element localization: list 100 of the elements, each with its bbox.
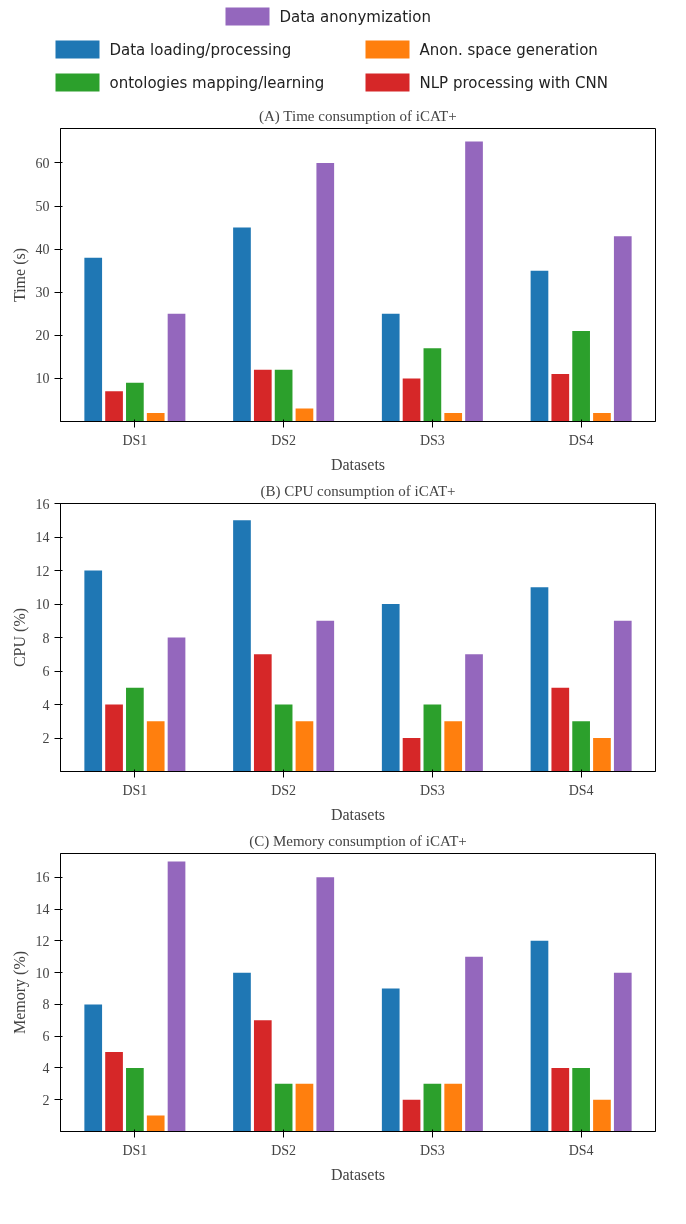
bar bbox=[465, 654, 483, 772]
bar bbox=[316, 162, 335, 422]
x-axis-title: Datasets bbox=[330, 455, 386, 473]
y-tick-label: 40 bbox=[35, 242, 50, 258]
bar bbox=[530, 587, 549, 772]
bar bbox=[402, 1099, 421, 1132]
bar bbox=[381, 313, 400, 422]
bar bbox=[253, 654, 272, 772]
x-tick-label: DS4 bbox=[568, 1142, 594, 1158]
y-tick-label: 4 bbox=[42, 697, 50, 713]
bar bbox=[167, 313, 186, 422]
bar bbox=[316, 877, 335, 1132]
x-tick-label: DS4 bbox=[568, 782, 594, 798]
bar bbox=[253, 1020, 272, 1132]
bar bbox=[233, 972, 251, 1132]
bar bbox=[84, 257, 103, 422]
x-axis-title: Datasets bbox=[330, 805, 386, 823]
legend-label: Data anonymization bbox=[279, 7, 431, 26]
bar bbox=[593, 412, 611, 422]
bar bbox=[423, 1083, 442, 1132]
x-tick-label: DS2 bbox=[271, 432, 297, 448]
x-tick-label: DS1 bbox=[122, 782, 148, 798]
bar bbox=[146, 1115, 165, 1132]
bar bbox=[84, 1004, 103, 1132]
x-tick-label: DS3 bbox=[419, 432, 445, 448]
y-tick-label: 2 bbox=[42, 1092, 50, 1108]
bar bbox=[381, 988, 400, 1132]
y-tick-label: 30 bbox=[35, 285, 50, 301]
bar bbox=[274, 1083, 293, 1132]
y-tick-label: 12 bbox=[35, 563, 50, 579]
legend-label: ontologies mapping/learning bbox=[109, 73, 325, 92]
bar bbox=[126, 687, 144, 772]
bar bbox=[295, 721, 314, 772]
bar bbox=[465, 141, 483, 422]
bar bbox=[274, 369, 293, 422]
bar bbox=[105, 1052, 123, 1132]
bar bbox=[444, 412, 463, 422]
bar bbox=[572, 331, 590, 422]
y-tick-label: 8 bbox=[42, 997, 50, 1013]
bar bbox=[423, 704, 442, 772]
y-tick-label: 16 bbox=[35, 870, 50, 886]
legend-label: Data loading/processing bbox=[109, 40, 292, 59]
bar bbox=[444, 1083, 463, 1132]
y-tick-label: 12 bbox=[35, 933, 50, 949]
bar bbox=[613, 236, 632, 422]
bar bbox=[146, 412, 165, 422]
bar bbox=[84, 570, 103, 772]
bar bbox=[146, 721, 165, 772]
y-tick-label: 6 bbox=[42, 1029, 50, 1045]
bar bbox=[465, 956, 483, 1132]
y-tick-label: 6 bbox=[42, 664, 50, 679]
chart-title: (B) CPU consumption of iCAT+ bbox=[260, 482, 456, 500]
bar bbox=[593, 1099, 611, 1132]
x-tick-label: DS1 bbox=[122, 432, 148, 448]
bar bbox=[274, 704, 293, 772]
y-tick-label: 10 bbox=[35, 371, 50, 387]
y-axis-title: Time (s) bbox=[10, 247, 29, 303]
bar bbox=[105, 391, 123, 422]
bar bbox=[444, 721, 463, 772]
bar bbox=[233, 227, 251, 422]
x-tick-label: DS3 bbox=[419, 1142, 445, 1158]
bar bbox=[105, 704, 123, 772]
y-tick-label: 2 bbox=[42, 731, 50, 746]
bar bbox=[126, 1067, 144, 1132]
y-tick-label: 10 bbox=[35, 597, 50, 612]
bar bbox=[613, 620, 632, 772]
bar bbox=[423, 348, 442, 422]
y-tick-label: 16 bbox=[35, 496, 50, 512]
x-tick-label: DS1 bbox=[122, 1142, 148, 1158]
bar bbox=[551, 1067, 570, 1132]
bar bbox=[233, 520, 251, 772]
y-tick-label: 20 bbox=[35, 328, 50, 344]
y-axis-title: Memory (%) bbox=[10, 950, 29, 1035]
bar bbox=[167, 637, 186, 772]
y-tick-label: 60 bbox=[35, 155, 50, 171]
y-tick-label: 14 bbox=[35, 902, 50, 918]
bar bbox=[126, 382, 144, 422]
bar bbox=[593, 738, 611, 772]
x-tick-label: DS4 bbox=[568, 432, 594, 448]
y-tick-label: 10 bbox=[35, 965, 50, 981]
bar bbox=[572, 1067, 590, 1132]
bar bbox=[572, 721, 590, 772]
y-tick-label: 4 bbox=[42, 1060, 50, 1076]
bar bbox=[613, 972, 632, 1132]
bar bbox=[551, 687, 570, 772]
x-tick-label: DS2 bbox=[271, 1142, 297, 1158]
y-tick-label: 14 bbox=[35, 530, 50, 545]
x-tick-label: DS3 bbox=[419, 782, 445, 798]
bar bbox=[253, 369, 272, 422]
chart-title: (C) Memory consumption of iCAT+ bbox=[249, 832, 467, 850]
bar bbox=[402, 738, 421, 772]
bar bbox=[167, 861, 186, 1132]
chart-title: (A) Time consumption of iCAT+ bbox=[259, 107, 457, 125]
bar bbox=[402, 378, 421, 422]
bar bbox=[295, 1083, 314, 1132]
bar bbox=[530, 940, 549, 1132]
bar bbox=[316, 620, 335, 772]
bar bbox=[381, 604, 400, 772]
y-tick-label: 8 bbox=[42, 630, 50, 646]
y-tick-label: 50 bbox=[35, 199, 50, 215]
